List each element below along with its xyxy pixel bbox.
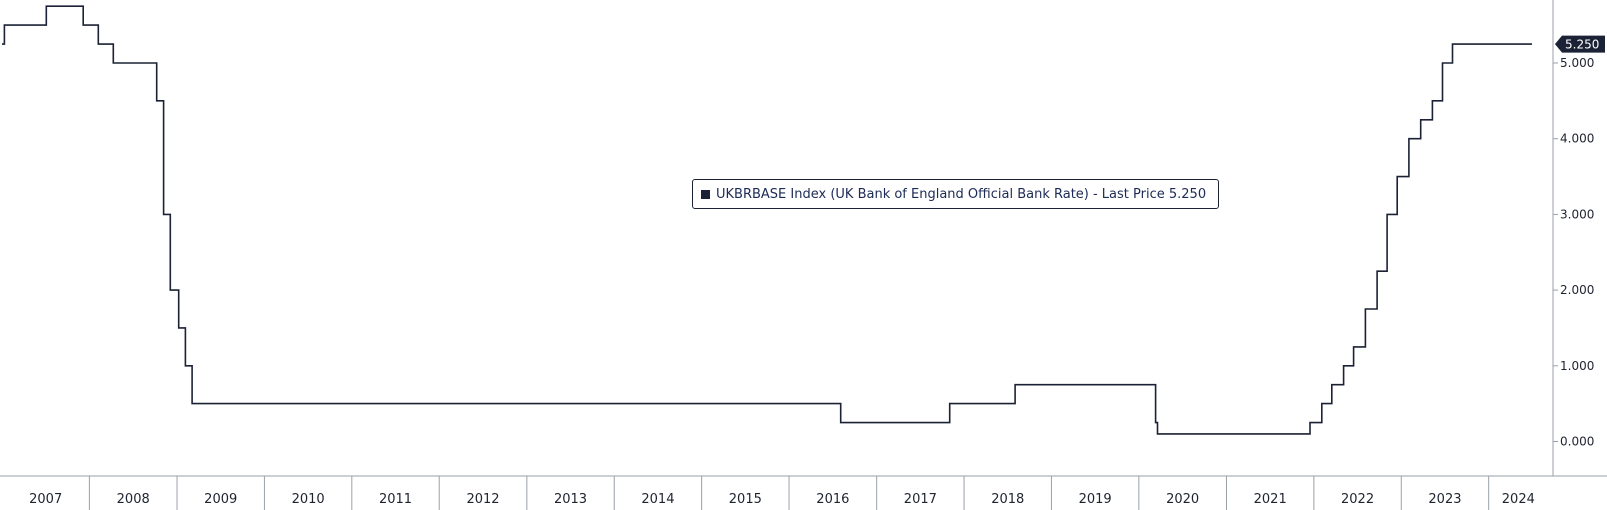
x-tick-label: 2016 (816, 492, 849, 507)
x-tick-label: 2011 (379, 492, 412, 507)
x-tick-label: 2012 (466, 492, 499, 507)
x-tick-label: 2018 (991, 492, 1024, 507)
legend: UKBRBASE Index (UK Bank of England Offic… (692, 179, 1220, 209)
legend-text: UKBRBASE Index (UK Bank of England Offic… (716, 186, 1207, 202)
last-price-badge (1555, 35, 1605, 53)
x-tick-label: 2024 (1502, 492, 1535, 507)
x-tick-label: 2023 (1428, 492, 1461, 507)
x-tick-label: 2013 (554, 492, 587, 507)
x-tick-label: 2009 (204, 492, 237, 507)
x-tick-label: 2008 (117, 492, 150, 507)
y-tick-label: 5.000 (1560, 56, 1594, 70)
y-tick-label: 1.000 (1560, 359, 1594, 373)
x-tick-label: 2020 (1166, 492, 1199, 507)
series-line (2, 5, 1532, 435)
x-tick-label: 2021 (1254, 492, 1287, 507)
y-tick-label: 2.000 (1560, 283, 1594, 297)
x-tick-label: 2010 (292, 492, 325, 507)
x-tick-label: 2014 (641, 492, 674, 507)
y-tick-label: 0.000 (1560, 435, 1594, 449)
x-tick-label: 2015 (729, 492, 762, 507)
x-tick-label: 2019 (1079, 492, 1112, 507)
y-tick-label: 3.000 (1560, 207, 1594, 221)
legend-swatch (701, 189, 710, 199)
x-tick-label: 2017 (904, 492, 937, 507)
x-tick-label: 2007 (29, 492, 62, 507)
x-tick-label: 2022 (1341, 492, 1374, 507)
y-tick-label: 4.000 (1560, 132, 1594, 146)
last-price-label: 5.250 (1565, 38, 1599, 52)
